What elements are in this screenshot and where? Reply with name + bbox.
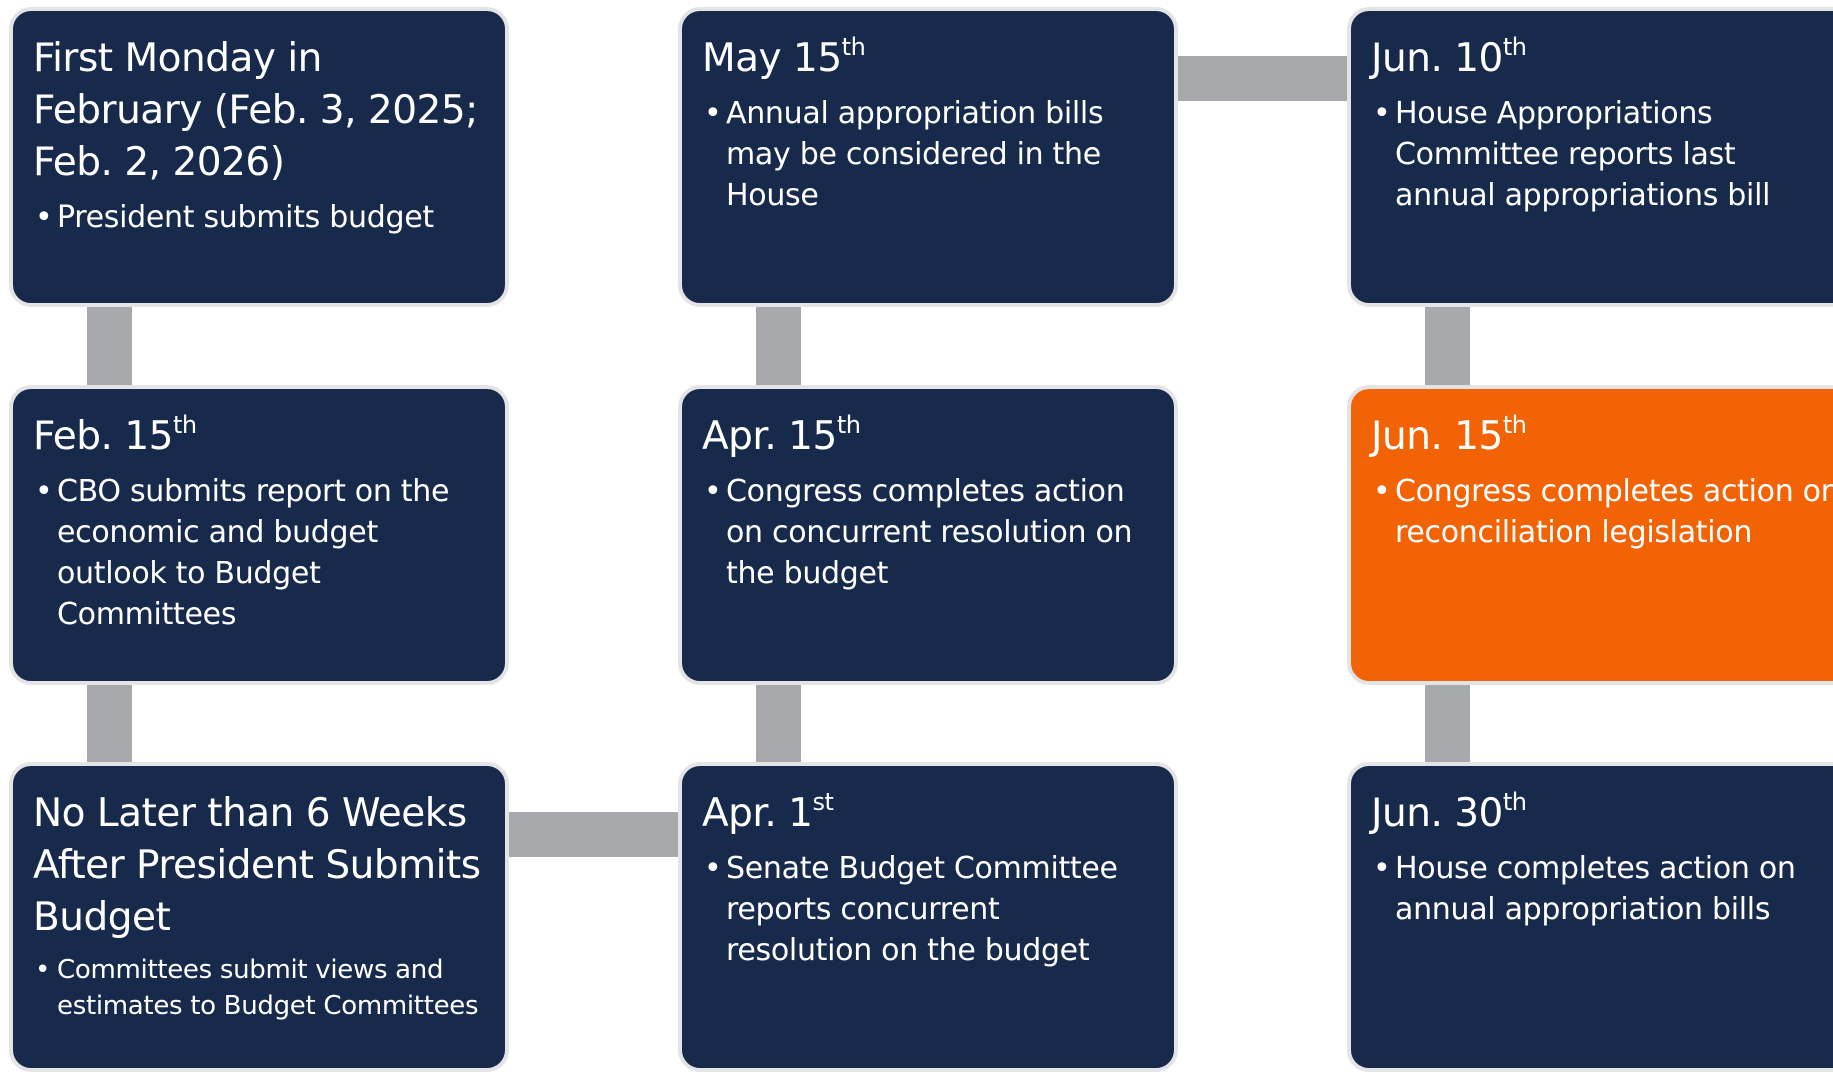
box-title: Jun. 10th [1371, 33, 1833, 85]
box-title: Apr. 15th [702, 411, 1154, 463]
title-text: Apr. 1 [702, 791, 813, 836]
connector [508, 812, 680, 857]
connector [1425, 306, 1470, 386]
timeline-box: Jun. 15th Congress completes action on re… [1347, 385, 1833, 685]
box-title: Feb. 15th [33, 411, 485, 463]
box-bullet: House Appropriations Committee reports l… [1371, 93, 1833, 216]
title-suffix: th [841, 33, 866, 61]
connector [1425, 684, 1470, 764]
box-bullet: Senate Budget Committee reports concurre… [702, 848, 1154, 971]
title-suffix: th [1502, 411, 1527, 439]
timeline-box: Feb. 15th CBO submits report on the econo… [9, 385, 509, 685]
title-text: Jun. 30 [1371, 791, 1503, 836]
title-text: Feb. 15 [33, 414, 173, 459]
connector [756, 684, 801, 764]
title-text: No Later than 6 Weeks After President Su… [33, 791, 481, 940]
timeline-box: Apr. 1st Senate Budget Committee reports … [678, 762, 1178, 1072]
title-text: First Monday in February (Feb. 3, 2025; … [33, 36, 478, 185]
title-text: Jun. 10 [1371, 36, 1503, 81]
title-suffix: st [812, 788, 834, 816]
box-bullet: Congress completes action on reconciliat… [1371, 471, 1833, 553]
box-title: Apr. 1st [702, 788, 1154, 840]
title-suffix: th [1502, 788, 1527, 816]
title-text: Apr. 15 [702, 414, 837, 459]
box-title: Jun. 15th [1371, 411, 1833, 463]
box-bullet: House completes action on annual appropr… [1371, 848, 1833, 930]
box-bullet: Annual appropriation bills may be consid… [702, 93, 1154, 216]
box-bullet: Committees submit views and estimates to… [33, 952, 485, 1024]
box-title: First Monday in February (Feb. 3, 2025; … [33, 33, 485, 189]
timeline-box: Apr. 15th Congress completes action on co… [678, 385, 1178, 685]
box-title: May 15th [702, 33, 1154, 85]
title-suffix: th [836, 411, 861, 439]
box-bullet: President submits budget [33, 197, 485, 238]
connector [756, 306, 801, 386]
box-title: Jun. 30th [1371, 788, 1833, 840]
timeline-box: May 15th Annual appropriation bills may b… [678, 7, 1178, 307]
timeline-box: Jun. 30th House completes action on annua… [1347, 762, 1833, 1072]
timeline-box: Jun. 10th House Appropriations Committee … [1347, 7, 1833, 307]
title-suffix: th [1502, 33, 1527, 61]
box-title: No Later than 6 Weeks After President Su… [33, 788, 485, 944]
connector [1178, 56, 1349, 101]
box-bullet: CBO submits report on the economic and b… [33, 471, 485, 635]
timeline-box: First Monday in February (Feb. 3, 2025; … [9, 7, 509, 307]
timeline-box: No Later than 6 Weeks After President Su… [9, 762, 509, 1072]
title-text: Jun. 15 [1371, 414, 1503, 459]
title-text: May 15 [702, 36, 842, 81]
connector [87, 684, 132, 764]
box-bullet: Congress completes action on concurrent … [702, 471, 1154, 594]
title-suffix: th [172, 411, 197, 439]
connector [87, 306, 132, 386]
